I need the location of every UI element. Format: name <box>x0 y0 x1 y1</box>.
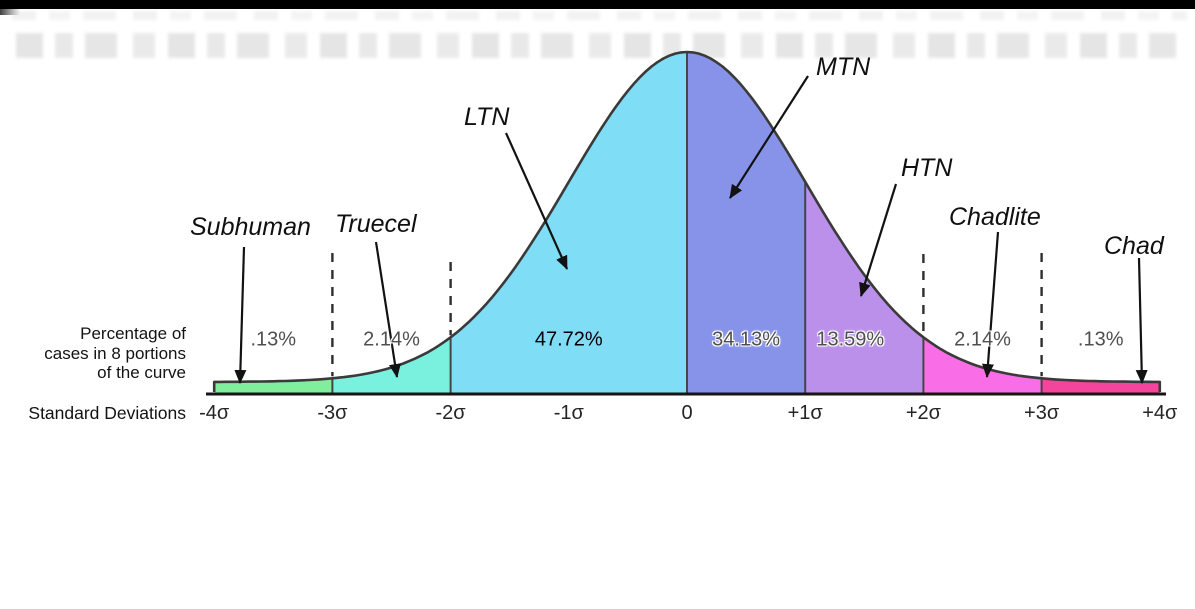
x-tick-3: -1σ <box>553 402 584 424</box>
region-fill-mtn <box>687 52 806 393</box>
x-tick-4: 0 <box>681 402 693 424</box>
percent-label-truecel: 2.14% <box>363 328 420 351</box>
tier-label-ltn: LTN <box>464 103 510 131</box>
tier-label-chad: Chad <box>1104 232 1164 260</box>
percent-label-mtn: 34.13% <box>712 328 781 351</box>
x-tick-7: +3σ <box>1024 402 1060 424</box>
caption-line-1: Percentage of <box>80 324 186 343</box>
x-tick-6: +2σ <box>905 402 941 424</box>
x-tick-0: -4σ <box>199 402 230 424</box>
annotation-arrow-truecel <box>374 241 401 378</box>
annotation-arrow-ltn <box>504 132 569 270</box>
edge-smudge <box>0 9 24 15</box>
annotation-arrow-chad <box>1135 257 1148 384</box>
tier-label-htn: HTN <box>901 154 953 182</box>
region-fill-chadlite <box>923 337 1042 393</box>
annotation-arrow-mtn <box>729 75 809 199</box>
caption-line-3: of the curve <box>97 363 186 382</box>
annotation-arrow-subhuman <box>234 246 247 384</box>
annotation-arrow-htn <box>859 183 898 297</box>
percent-label-htn: 13.59% <box>816 328 885 351</box>
caption-line-2: cases in 8 portions <box>44 343 186 363</box>
y-axis-caption: Percentage of cases in 8 portions of the… <box>28 324 186 383</box>
annotation-arrow-chadlite <box>982 231 1000 378</box>
region-fill-ltn <box>450 52 687 393</box>
top-border-bar <box>0 0 1195 9</box>
x-tick-8: +4σ <box>1142 402 1178 424</box>
percent-label-subhuman: .13% <box>250 328 297 351</box>
bell-curve-outline <box>212 50 1162 392</box>
region-fill-truecel <box>332 337 451 393</box>
tier-label-chadlite: Chadlite <box>949 203 1041 231</box>
x-axis-title: Standard Deviations <box>28 403 186 423</box>
tier-label-truecel: Truecel <box>335 210 417 238</box>
tier-label-subhuman: Subhuman <box>190 213 311 241</box>
x-tick-2: -2σ <box>435 402 466 424</box>
x-tick-1: -3σ <box>317 402 348 424</box>
x-tick-5: +1σ <box>787 402 823 424</box>
percent-label-ltn: 47.72% <box>534 328 603 351</box>
percent-label-chadlite: 2.14% <box>954 328 1011 351</box>
percent-label-chad: .13% <box>1077 328 1124 351</box>
tier-label-mtn: MTN <box>816 53 871 81</box>
